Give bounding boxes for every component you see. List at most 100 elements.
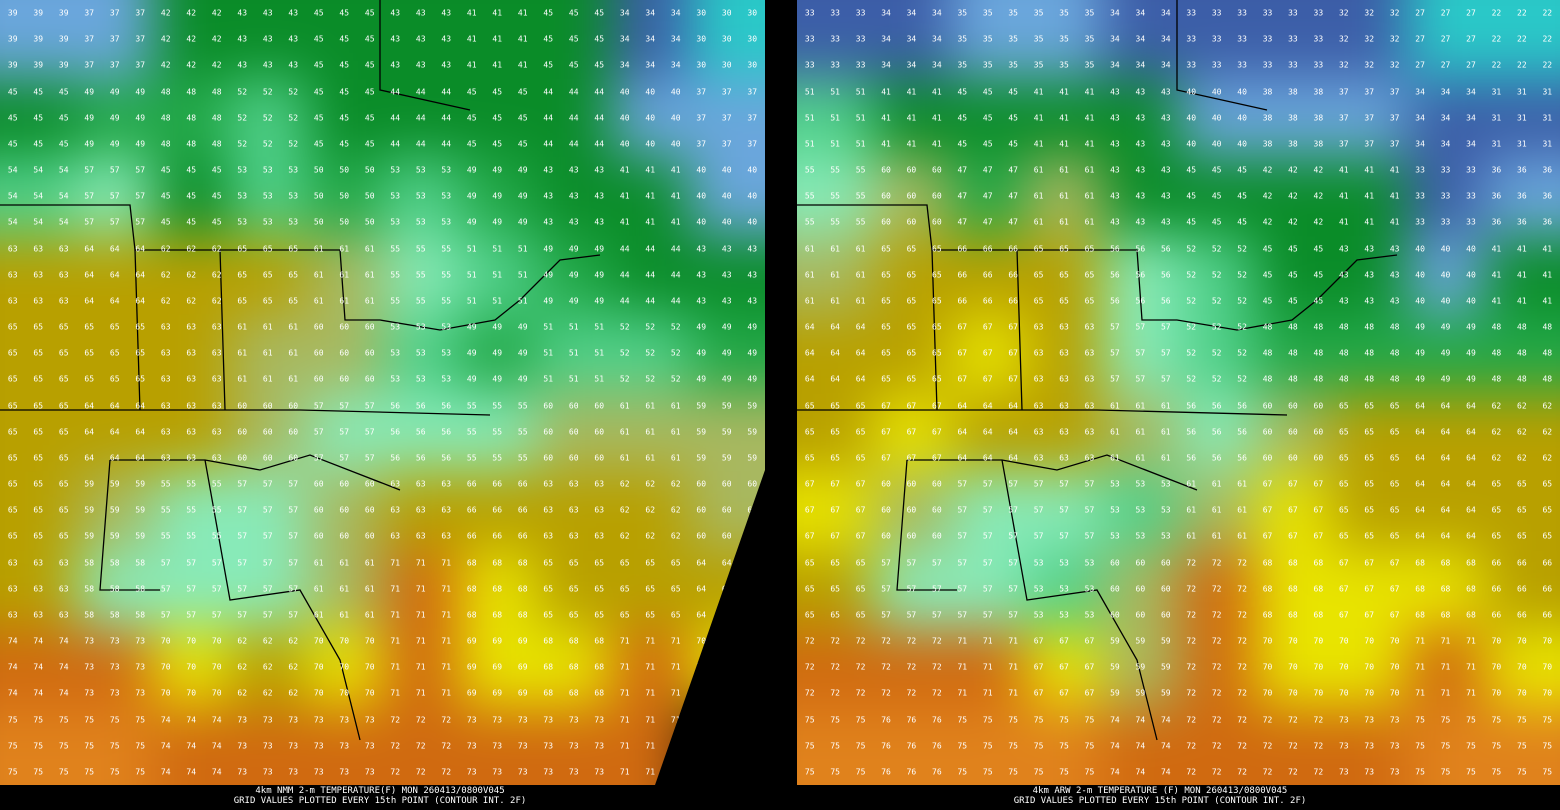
grid-value-label: 33 — [1314, 9, 1324, 18]
grid-value-label: 34 — [671, 61, 681, 70]
grid-value-label: 61 — [365, 244, 375, 253]
grid-value-label: 73 — [492, 767, 502, 776]
grid-value-label: 57 — [1008, 558, 1018, 567]
grid-value-label: 67 — [907, 453, 917, 462]
grid-value-label: 62 — [645, 506, 655, 515]
grid-value-label: 51 — [830, 113, 840, 122]
grid-value-label: 65 — [135, 375, 145, 384]
grid-value-label: 59 — [135, 506, 145, 515]
grid-value-label: 66 — [492, 532, 502, 541]
grid-value-label: 60 — [314, 323, 324, 332]
grid-value-label: 65 — [1517, 480, 1527, 489]
grid-value-label: 65 — [932, 323, 942, 332]
grid-value-label: 53 — [263, 192, 273, 201]
grid-value-label: 73 — [1390, 741, 1400, 750]
grid-value-label: 34 — [1466, 87, 1476, 96]
grid-value-label: 73 — [110, 689, 120, 698]
grid-value-label: 68 — [1466, 584, 1476, 593]
grid-value-label: 49 — [492, 323, 502, 332]
grid-value-label: 43 — [1136, 87, 1146, 96]
grid-value-label: 35 — [957, 61, 967, 70]
temperature-cell — [76, 0, 154, 80]
grid-value-label: 45 — [59, 139, 69, 148]
grid-value-label: 51 — [492, 270, 502, 279]
temperature-cell — [306, 706, 384, 785]
grid-value-label: 49 — [722, 375, 732, 384]
grid-value-label: 44 — [620, 270, 630, 279]
grid-value-label: 34 — [1110, 9, 1120, 18]
grid-value-label: 52 — [671, 375, 681, 384]
grid-value-label: 55 — [856, 166, 866, 175]
grid-value-label: 57 — [135, 192, 145, 201]
grid-value-label: 33 — [805, 9, 815, 18]
grid-value-label: 37 — [1390, 87, 1400, 96]
grid-value-label: 68 — [1415, 558, 1425, 567]
grid-value-label: 52 — [288, 113, 298, 122]
grid-value-label: 75 — [805, 741, 815, 750]
temperature-cell — [306, 471, 384, 551]
grid-value-label: 61 — [237, 375, 247, 384]
grid-value-label: 64 — [84, 427, 94, 436]
grid-value-label: 64 — [830, 323, 840, 332]
grid-value-label: 40 — [1466, 270, 1476, 279]
grid-value-label: 70 — [161, 689, 171, 698]
grid-value-label: 49 — [467, 166, 477, 175]
grid-value-label: 52 — [263, 113, 273, 122]
grid-value-label: 61 — [1186, 532, 1196, 541]
grid-value-label: 76 — [907, 767, 917, 776]
grid-value-label: 49 — [1441, 323, 1451, 332]
grid-value-label: 52 — [1186, 296, 1196, 305]
grid-value-label: 41 — [492, 35, 502, 44]
grid-value-label: 63 — [1034, 375, 1044, 384]
grid-value-label: 49 — [492, 192, 502, 201]
grid-value-label: 48 — [212, 87, 222, 96]
grid-value-label: 50 — [314, 192, 324, 201]
grid-value-label: 65 — [1390, 453, 1400, 462]
grid-value-label: 64 — [110, 270, 120, 279]
grid-value-label: 63 — [594, 532, 604, 541]
grid-value-label: 43 — [1339, 270, 1349, 279]
grid-value-label: 33 — [856, 35, 866, 44]
grid-value-label: 71 — [1008, 689, 1018, 698]
grid-value-label: 61 — [620, 427, 630, 436]
temperature-cell — [306, 549, 384, 629]
grid-value-label: 67 — [1263, 480, 1273, 489]
grid-value-label: 75 — [33, 767, 43, 776]
grid-value-label: 45 — [161, 192, 171, 201]
grid-value-label: 60 — [1136, 558, 1146, 567]
grid-value-label: 36 — [1517, 192, 1527, 201]
grid-value-label: 67 — [805, 480, 815, 489]
grid-value-label: 61 — [263, 323, 273, 332]
grid-value-label: 30 — [722, 9, 732, 18]
grid-value-label: 37 — [747, 113, 757, 122]
grid-value-label: 50 — [339, 192, 349, 201]
grid-value-label: 22 — [1542, 35, 1552, 44]
grid-value-label: 67 — [881, 427, 891, 436]
grid-value-label: 41 — [1517, 270, 1527, 279]
grid-value-label: 41 — [1390, 218, 1400, 227]
grid-value-label: 61 — [263, 349, 273, 358]
grid-value-label: 56 — [1237, 427, 1247, 436]
grid-value-label: 60 — [263, 453, 273, 462]
grid-value-label: 22 — [1492, 61, 1502, 70]
grid-value-label: 48 — [1339, 323, 1349, 332]
temperature-field — [797, 0, 1560, 785]
grid-value-label: 63 — [59, 584, 69, 593]
grid-value-label: 73 — [569, 715, 579, 724]
grid-value-label: 44 — [441, 87, 451, 96]
temperature-cell — [1102, 157, 1180, 237]
grid-value-label: 43 — [696, 296, 706, 305]
grid-value-label: 65 — [805, 401, 815, 410]
grid-value-label: 33 — [1288, 9, 1298, 18]
grid-value-label: 48 — [161, 113, 171, 122]
grid-value-label: 45 — [492, 113, 502, 122]
grid-value-label: 65 — [1390, 532, 1400, 541]
grid-value-label: 57 — [237, 610, 247, 619]
grid-value-label: 34 — [1161, 9, 1171, 18]
grid-value-label: 43 — [237, 35, 247, 44]
grid-value-label: 59 — [135, 532, 145, 541]
grid-value-label: 61 — [237, 323, 247, 332]
grid-value-label: 63 — [390, 506, 400, 515]
grid-value-label: 33 — [830, 35, 840, 44]
grid-value-label: 41 — [467, 61, 477, 70]
